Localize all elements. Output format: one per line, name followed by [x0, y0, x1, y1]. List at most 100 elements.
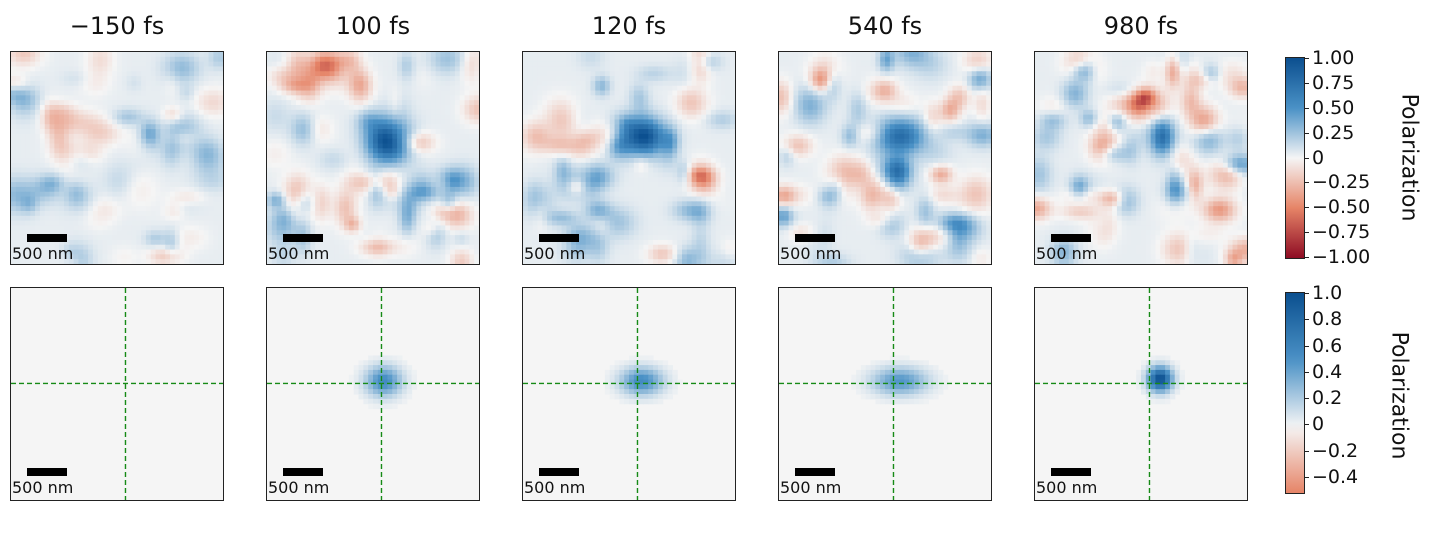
heatmap-cell	[35, 158, 41, 164]
heatmap-cell	[344, 162, 350, 169]
heatmap-cell	[387, 235, 393, 241]
heatmap-cell	[368, 148, 374, 154]
heatmap-cell	[547, 109, 553, 116]
heatmap-cell	[619, 162, 625, 169]
heatmap-cell	[411, 71, 417, 77]
heatmap-cell	[179, 225, 186, 231]
heatmap-cell	[276, 124, 283, 130]
heatmap-cell	[416, 105, 422, 111]
heatmap-cell	[454, 254, 461, 260]
heatmap-cell	[547, 133, 553, 140]
heatmap-cell	[64, 153, 70, 159]
heatmap-cell	[179, 61, 186, 68]
heatmap-cell	[464, 133, 470, 140]
heatmap-cell	[715, 95, 722, 101]
heatmap-cell	[64, 254, 70, 260]
heatmap-cell	[450, 239, 456, 246]
heatmap-cell	[629, 143, 635, 149]
heatmap-cell	[474, 100, 479, 106]
heatmap-cell	[15, 138, 22, 145]
heatmap-cell	[344, 133, 350, 140]
heatmap-cell	[136, 158, 142, 164]
heatmap-cell	[300, 61, 307, 68]
heatmap-cell	[179, 109, 186, 116]
heatmap-cell	[401, 109, 408, 116]
heatmap-cell	[426, 230, 432, 236]
heatmap-cell	[189, 177, 195, 183]
heatmap-cell	[117, 177, 123, 183]
heatmap-cell	[68, 119, 75, 125]
heatmap-cell	[450, 186, 456, 193]
heatmap-cell	[49, 201, 55, 207]
heatmap-cell	[305, 215, 311, 222]
heatmap-cell	[281, 71, 287, 77]
heatmap-cell	[11, 254, 17, 260]
heatmap-cell	[576, 71, 582, 77]
heatmap-cell	[387, 90, 393, 96]
heatmap-cell	[218, 105, 223, 111]
heatmap-cell	[382, 105, 389, 111]
heatmap-cell	[49, 259, 55, 264]
heatmap-cell	[382, 100, 389, 106]
heatmap-cell	[469, 133, 475, 140]
heatmap-cell	[416, 76, 422, 82]
heatmap-cell	[580, 76, 587, 82]
heatmap-cell	[358, 235, 364, 241]
heatmap-cell	[542, 119, 548, 125]
heatmap-cell	[92, 143, 99, 149]
heatmap-cell	[73, 153, 80, 159]
heatmap-cell	[291, 95, 297, 101]
heatmap-cell	[600, 66, 606, 72]
heatmap-cell	[49, 206, 55, 212]
heatmap-cell	[44, 95, 51, 101]
heatmap-cell	[145, 105, 152, 111]
heatmap-cell	[160, 172, 166, 178]
heatmap-cell	[20, 129, 27, 135]
heatmap-cell	[305, 158, 311, 164]
heatmap-cell	[189, 182, 195, 188]
heatmap-cell	[643, 153, 649, 159]
heatmap-cell	[440, 172, 446, 178]
heatmap-cell	[392, 56, 398, 63]
heatmap-cell	[131, 177, 137, 183]
heatmap-cell	[295, 196, 302, 202]
heatmap-cell	[281, 259, 287, 264]
heatmap-cell	[145, 129, 152, 135]
heatmap-cell	[324, 114, 331, 121]
heatmap-cell	[556, 158, 563, 164]
heatmap-cell	[208, 259, 214, 264]
heatmap-cell	[344, 239, 350, 246]
heatmap-cell	[203, 177, 210, 183]
heatmap-cell	[88, 95, 94, 101]
heatmap-cell	[39, 158, 46, 164]
heatmap-cell	[435, 85, 442, 92]
heatmap-cell	[542, 71, 548, 77]
heatmap-cell	[117, 56, 123, 63]
heatmap-cell	[194, 215, 200, 222]
heatmap-cell	[629, 133, 635, 140]
heatmap-cell	[39, 220, 46, 227]
heatmap-cell	[160, 52, 166, 58]
heatmap-cell	[334, 56, 340, 63]
heatmap-cell	[136, 254, 142, 260]
heatmap-cell	[566, 119, 572, 125]
heatmap-cell	[672, 143, 678, 149]
heatmap-cell	[474, 119, 479, 125]
heatmap-cell	[44, 201, 51, 207]
heatmap-cell	[107, 177, 113, 183]
heatmap-cell	[710, 100, 717, 106]
heatmap-cell	[131, 133, 137, 140]
heatmap-cell	[165, 162, 171, 169]
heatmap-cell	[532, 172, 539, 178]
heatmap-cell	[20, 186, 27, 193]
heatmap-cell	[194, 186, 200, 193]
heatmap-cell	[92, 220, 99, 227]
heatmap-cell	[300, 254, 307, 260]
heatmap-cell	[657, 138, 664, 145]
heatmap-cell	[121, 239, 128, 246]
heatmap-cell	[339, 177, 345, 183]
heatmap-cell	[30, 90, 36, 96]
heatmap-cell	[537, 76, 543, 82]
heatmap-cell	[35, 162, 41, 169]
heatmap-cell	[136, 215, 142, 222]
